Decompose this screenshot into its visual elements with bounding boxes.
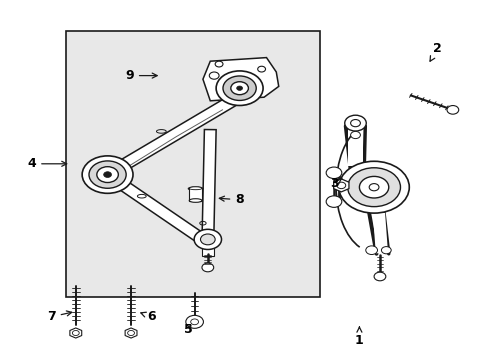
Circle shape: [72, 330, 79, 336]
Text: 8: 8: [219, 193, 244, 206]
Circle shape: [446, 105, 458, 114]
Circle shape: [202, 263, 213, 272]
Text: 4: 4: [27, 157, 66, 170]
Circle shape: [127, 330, 134, 336]
Circle shape: [336, 182, 345, 189]
Polygon shape: [70, 328, 81, 338]
Circle shape: [190, 319, 198, 325]
Polygon shape: [333, 179, 348, 192]
Text: 7: 7: [47, 310, 72, 323]
Polygon shape: [201, 247, 214, 256]
Circle shape: [103, 172, 111, 177]
Circle shape: [194, 229, 221, 249]
Polygon shape: [347, 127, 362, 166]
Circle shape: [216, 71, 263, 105]
Text: 9: 9: [125, 69, 157, 82]
Ellipse shape: [192, 188, 199, 189]
Circle shape: [230, 82, 248, 95]
Polygon shape: [202, 130, 216, 243]
Circle shape: [368, 184, 378, 191]
Circle shape: [223, 76, 256, 100]
Circle shape: [359, 176, 388, 198]
Circle shape: [325, 196, 341, 207]
Circle shape: [89, 161, 126, 188]
Ellipse shape: [189, 187, 202, 190]
Circle shape: [350, 131, 360, 139]
Circle shape: [347, 168, 400, 207]
Text: 6: 6: [141, 310, 156, 323]
Polygon shape: [125, 328, 137, 338]
Circle shape: [365, 246, 377, 255]
Bar: [66, 31, 320, 297]
Text: 3: 3: [330, 177, 342, 190]
Circle shape: [215, 61, 223, 67]
Polygon shape: [102, 171, 212, 247]
Circle shape: [381, 247, 390, 254]
Circle shape: [185, 315, 203, 328]
Circle shape: [338, 161, 408, 213]
Circle shape: [200, 234, 215, 245]
Polygon shape: [372, 213, 387, 253]
Circle shape: [82, 156, 133, 193]
Text: 1: 1: [354, 327, 363, 347]
Ellipse shape: [189, 199, 202, 202]
Polygon shape: [103, 96, 236, 179]
Polygon shape: [203, 58, 278, 101]
Text: 5: 5: [183, 323, 192, 336]
Circle shape: [209, 72, 219, 79]
Ellipse shape: [188, 187, 203, 190]
Circle shape: [350, 120, 360, 127]
Bar: [189, 188, 202, 201]
Circle shape: [97, 167, 118, 183]
Circle shape: [325, 167, 341, 179]
Circle shape: [257, 66, 265, 72]
Circle shape: [373, 272, 385, 281]
Circle shape: [344, 115, 366, 131]
Text: 2: 2: [429, 42, 441, 61]
Circle shape: [236, 86, 242, 90]
